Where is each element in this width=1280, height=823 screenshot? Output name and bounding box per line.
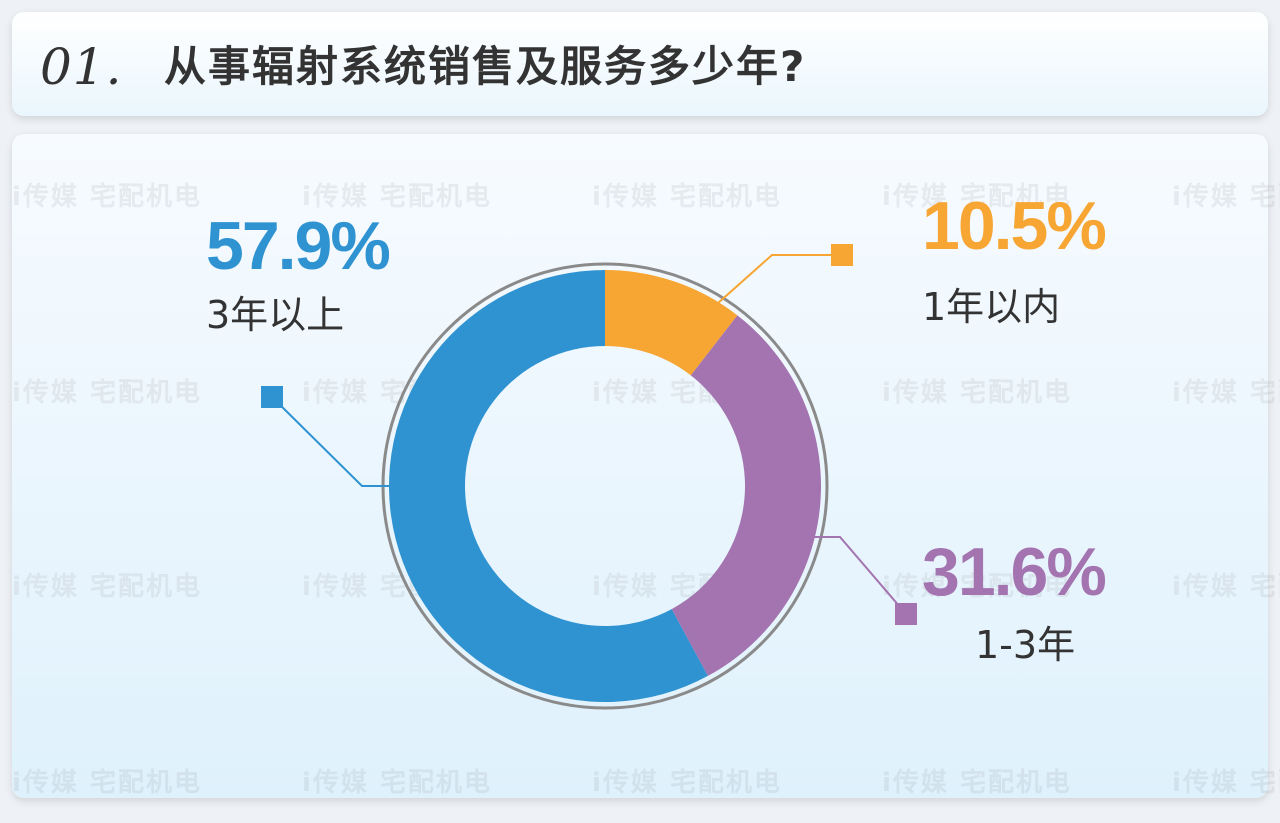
question-title: 从事辐射系统销售及服务多少年? (164, 42, 807, 91)
watermark: i传媒 宅配机电 (1172, 572, 1280, 602)
slice-label-within-1-year: 1年以内 (922, 285, 1061, 329)
leader-line-2 (271, 396, 428, 487)
question-number: 01. (40, 38, 123, 96)
donut-slice-0 (605, 270, 738, 376)
watermark: i传媒 宅配机电 (1172, 182, 1280, 212)
watermark: i传媒 宅配机电 (302, 182, 492, 212)
watermark: i传媒 宅配机电 (302, 768, 492, 798)
donut-slices (388, 270, 821, 703)
leader-marker-2 (261, 386, 283, 408)
leader-line-0 (689, 254, 842, 329)
leader-lines (261, 244, 917, 625)
watermark: i传媒 宅配机电 (592, 182, 782, 212)
donut-slice-1 (671, 315, 821, 676)
slice-percent-within-1-year: 10.5% (922, 188, 1107, 264)
watermark: i传媒 宅配机电 (12, 572, 202, 602)
slice-percent-1-3-years: 31.6% (922, 534, 1107, 610)
slice-label-over-3-years: 3年以上 (206, 293, 345, 337)
donut-slice-2 (388, 270, 708, 703)
watermark: i传媒 宅配机电 (12, 378, 202, 408)
leader-line-1 (765, 536, 907, 615)
watermark: i传媒 宅配机电 (592, 768, 782, 798)
leader-marker-0 (831, 244, 853, 266)
watermark: i传媒 宅配机电 (12, 182, 202, 212)
slice-percent-over-3-years: 57.9% (206, 208, 391, 284)
watermark: i传媒 宅配机电 (882, 378, 1072, 408)
title-card: 01. 从事辐射系统销售及服务多少年? (12, 12, 1268, 116)
watermark: i传媒 宅配机电 (882, 572, 1072, 602)
watermark: i传媒 宅配机电 (12, 768, 202, 798)
watermark: i传媒 宅配机电 (1172, 768, 1280, 798)
leader-marker-1 (895, 603, 917, 625)
watermark: i传媒 宅配机电 (882, 182, 1072, 212)
watermark: i传媒 宅配机电 (882, 768, 1072, 798)
slice-label-1-3-years: 1-3年 (975, 623, 1076, 667)
watermark: i传媒 宅配机电 (1172, 378, 1280, 408)
